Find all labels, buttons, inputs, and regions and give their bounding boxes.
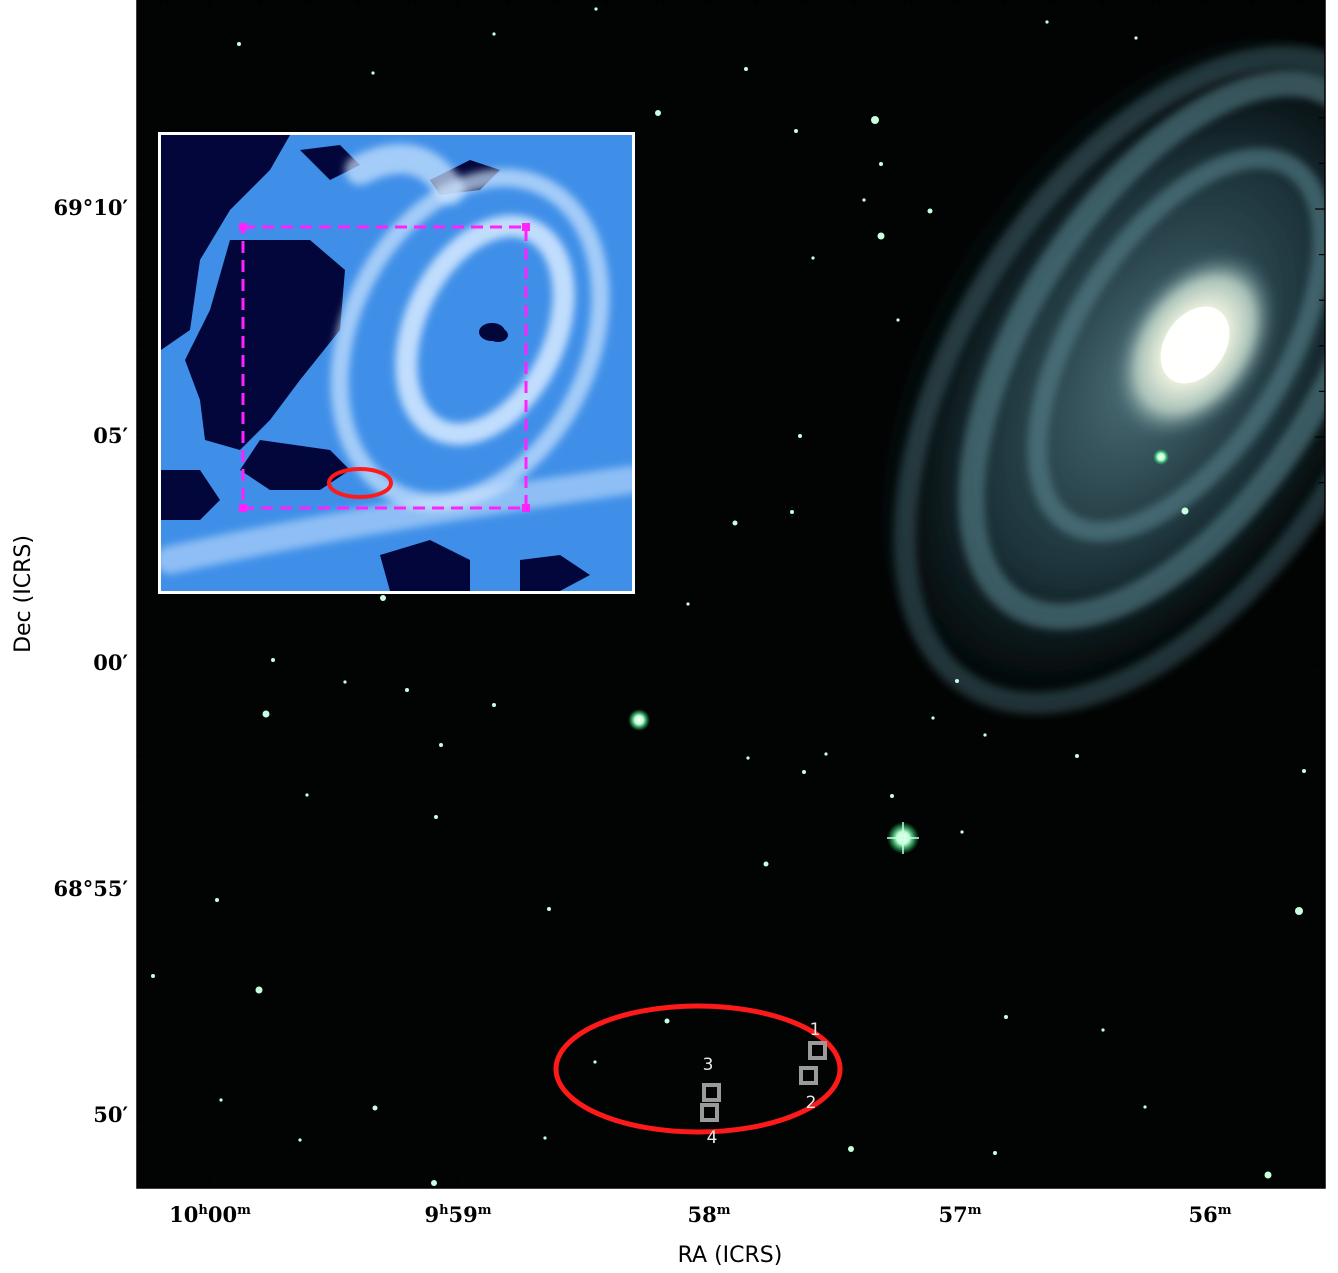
inset-zoom-box <box>241 225 528 510</box>
source-region-ellipse <box>553 1003 843 1135</box>
source-label: 4 <box>707 1128 718 1148</box>
ra-tick-label: 10h00m <box>169 1202 251 1227</box>
ra-tick-label: 9h59m <box>424 1202 491 1227</box>
star-field <box>151 7 1306 1186</box>
dec-tick-label: 05′ <box>93 423 128 448</box>
spiral-galaxy <box>865 17 1325 723</box>
ra-tick-label: 57m <box>939 1202 982 1227</box>
source-box <box>702 1083 721 1102</box>
source-label: 3 <box>703 1055 714 1075</box>
dec-tick-label: 69°10′ <box>54 195 129 220</box>
dec-tick-labels: 69°10′ 05′ 00′ 68°55′ 50′ <box>54 195 129 1127</box>
source-label: 2 <box>806 1093 817 1113</box>
source-box <box>700 1103 719 1122</box>
source-box <box>808 1041 827 1060</box>
plot-frame <box>136 0 1326 1189</box>
bright-stars <box>628 449 1169 854</box>
dec-tick-label: 50′ <box>93 1102 128 1127</box>
x-axis-title: RA (ICRS) <box>678 1243 783 1268</box>
ra-tick-label: 56m <box>1189 1202 1232 1227</box>
y-axis-title: Dec (ICRS) <box>11 535 36 653</box>
source-box <box>799 1066 818 1085</box>
inset-region-ellipse <box>327 467 393 499</box>
dec-tick-label: 00′ <box>93 650 128 675</box>
source-markers <box>700 1041 827 1122</box>
source-label: 1 <box>810 1020 821 1040</box>
dec-tick-label: 68°55′ <box>54 876 129 901</box>
inset-map <box>158 132 635 594</box>
ra-tick-labels: 10h00m 9h59m 58m 57m 56m <box>169 1202 1232 1227</box>
source-labels: 1 2 3 4 <box>703 1020 821 1148</box>
ra-tick-label: 58m <box>688 1202 731 1227</box>
